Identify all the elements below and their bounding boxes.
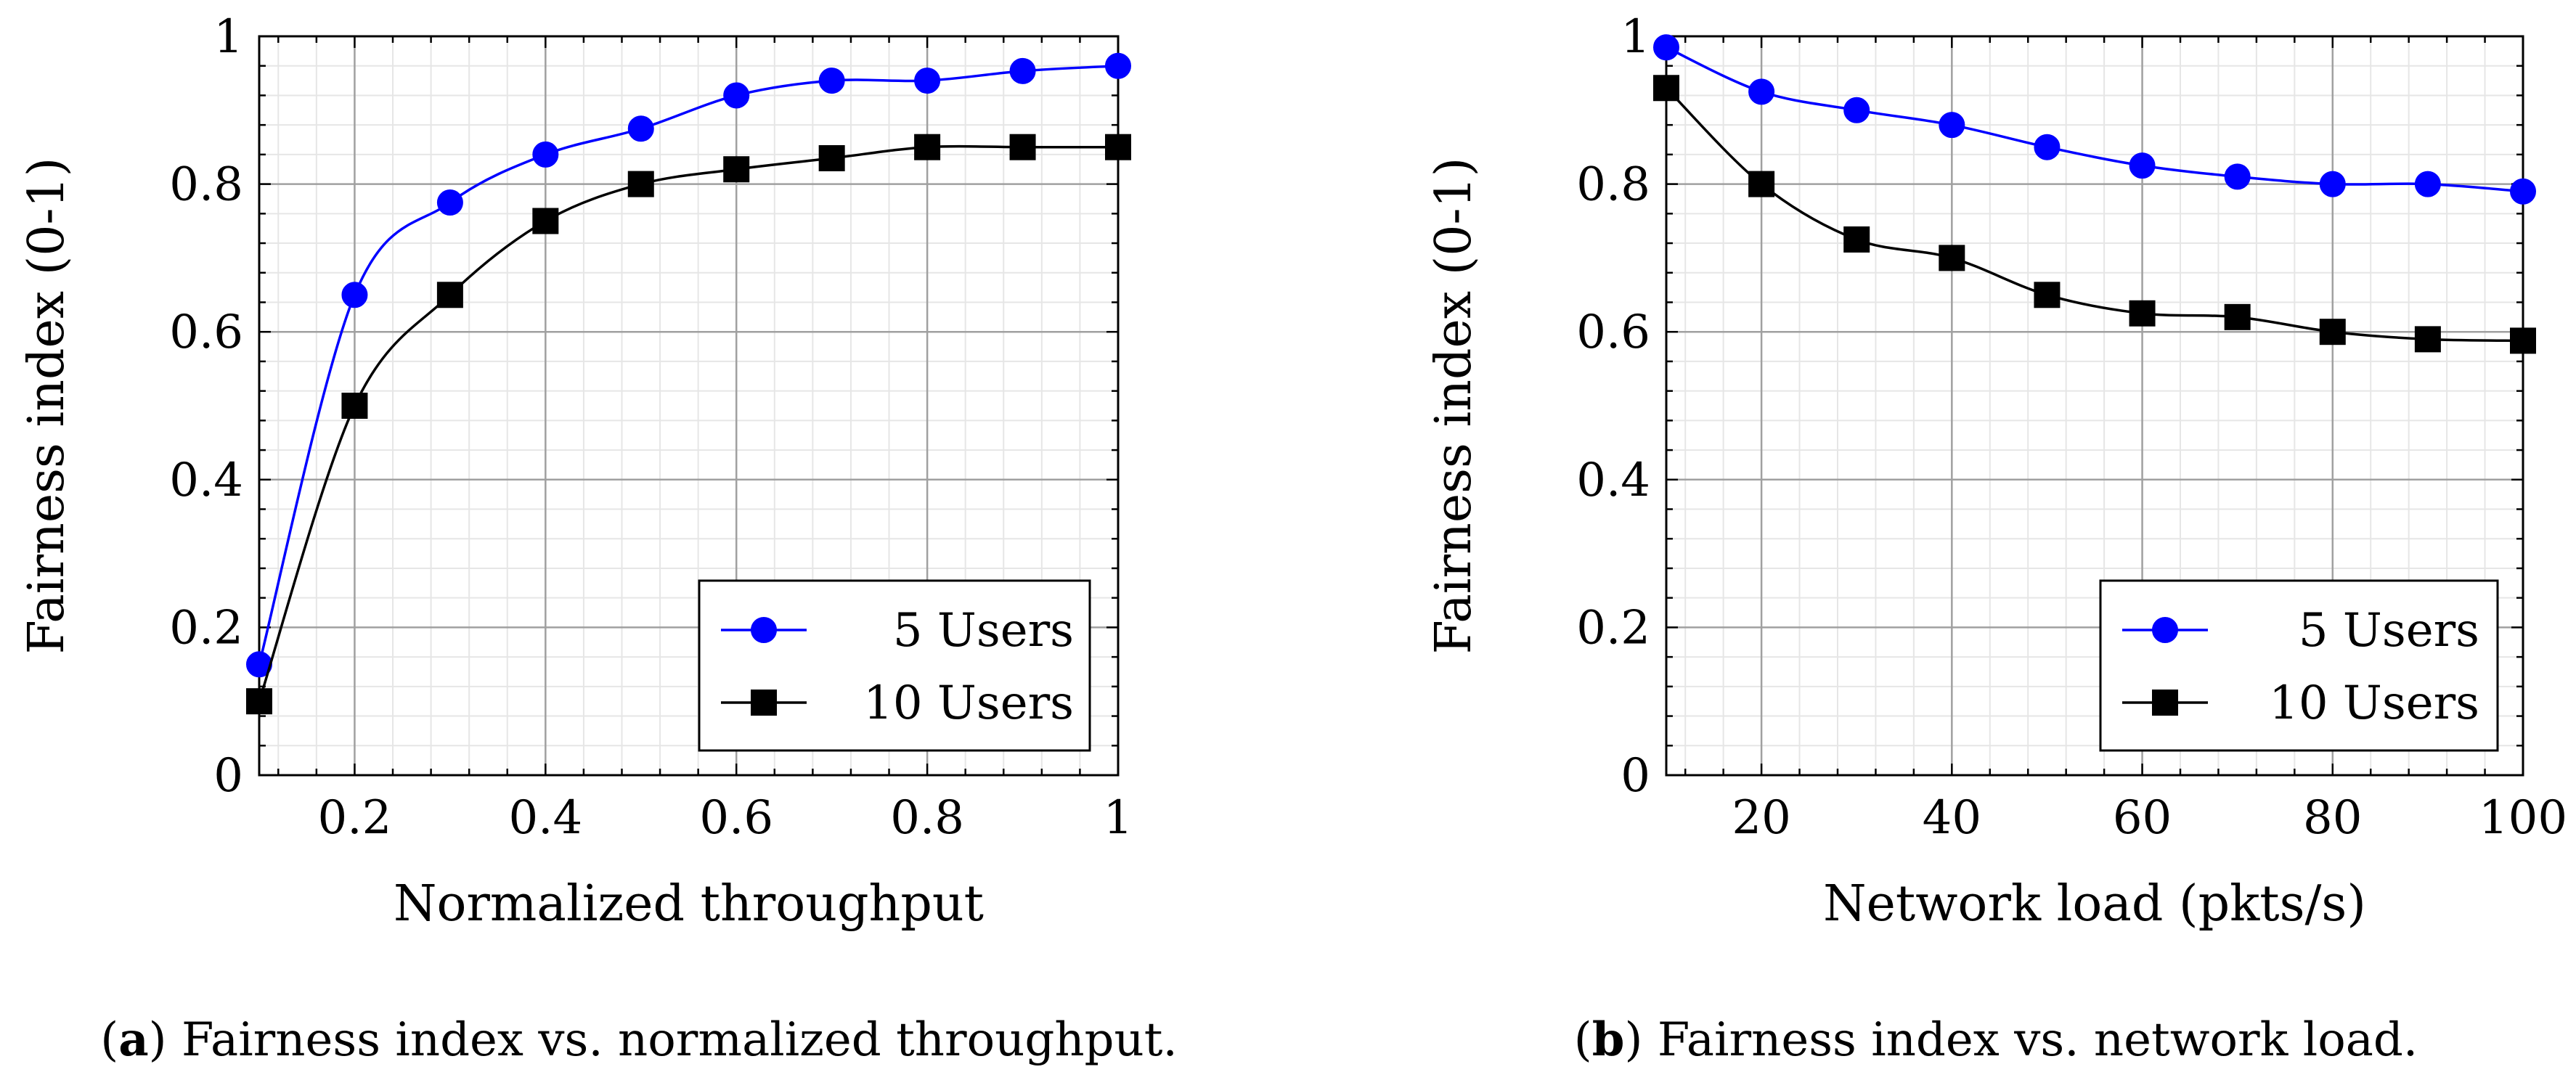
data-point: [2129, 300, 2156, 327]
legend-label: 5 Users: [2299, 604, 2479, 658]
legend-marker: [751, 617, 777, 643]
data-point: [2319, 319, 2346, 345]
x-tick-label: 80: [2303, 791, 2362, 845]
series-10-users: [246, 134, 1131, 715]
data-point: [1009, 134, 1036, 160]
series-line: [1665, 87, 2524, 343]
data-point: [914, 134, 941, 160]
figure-charts: 0.2 0.4 0.6 0.8 1 0 0.2 0.4 0.6 0.8 1 Normalized th…: [18, 10, 2567, 933]
x-tick-label: 40: [1923, 791, 1981, 845]
data-point: [2510, 178, 2536, 205]
y-tick-label: 0.2: [169, 601, 243, 655]
y-tick-label: 0.2: [1576, 601, 1650, 655]
y-tick-label: 0.6: [169, 306, 243, 359]
x-tick-label: 0.2: [318, 791, 392, 845]
data-point: [1843, 97, 1870, 123]
caption-a: (a) Fairness index vs. normalized throug…: [100, 1013, 1178, 1067]
data-point: [1748, 78, 1775, 105]
data-point: [2034, 134, 2061, 160]
data-point: [532, 141, 559, 168]
legend-box: [698, 579, 1091, 752]
chart-b-axes-frame: [1665, 35, 2524, 777]
data-point: [2224, 163, 2251, 190]
caption-b-letter: b: [1591, 1013, 1625, 1067]
data-point: [1009, 57, 1036, 84]
x-axis-label: Network load (pkts/s): [1823, 875, 2366, 933]
x-tick-label: 1: [1104, 791, 1133, 845]
data-point: [1939, 245, 1965, 271]
x-tick-label: 0.4: [508, 791, 582, 845]
data-point: [1843, 226, 1870, 253]
data-point: [1939, 112, 1965, 139]
y-tick-label: 0.4: [1576, 454, 1650, 507]
data-point: [723, 156, 750, 183]
x-tick-label: 0.6: [699, 791, 773, 845]
y-tick-label: 0.8: [169, 158, 243, 212]
x-tick-label: 20: [1732, 791, 1790, 845]
chart-b: 20 40 60 80 100 0 0.2 0.4 0.6 0.8 1 Network load (p…: [1425, 10, 2567, 933]
y-tick-label: 1: [213, 10, 243, 64]
legend-marker: [2152, 617, 2178, 643]
legend-box: [2099, 579, 2499, 752]
caption-b: (b) Fairness index vs. network load.: [1573, 1013, 2418, 1067]
series-line: [1666, 46, 2524, 193]
series-10-users: [1653, 75, 2536, 354]
data-point: [1105, 134, 1131, 160]
chart-b-legend: 5 Users 10 Users: [2099, 579, 2499, 752]
data-point: [341, 282, 368, 308]
data-point: [627, 115, 654, 142]
legend-label: 10 Users: [2269, 676, 2479, 730]
data-point: [436, 282, 463, 308]
chart-a: 0.2 0.4 0.6 0.8 1 0 0.2 0.4 0.6 0.8 1 Normalized th…: [18, 10, 1133, 933]
series-5-users: [1653, 34, 2536, 205]
legend-marker: [751, 690, 777, 716]
x-tick-label: 100: [2479, 791, 2567, 845]
y-axis-label: Fairness index (0-1): [1425, 158, 1483, 655]
chart-a-axes-frame: [258, 35, 1120, 777]
data-point: [2319, 171, 2346, 197]
y-tick-label: 0.8: [1576, 158, 1650, 212]
caption-b-text: Fairness index vs. network load.: [1657, 1013, 2418, 1067]
caption-a-text: Fairness index vs. normalized throughput…: [181, 1013, 1178, 1067]
legend-label: 10 Users: [863, 676, 1074, 730]
data-point: [2224, 303, 2251, 330]
data-point: [818, 144, 845, 171]
series-line: [258, 64, 1119, 665]
data-point: [1748, 171, 1775, 197]
legend-marker: [2152, 690, 2178, 716]
data-point: [723, 82, 750, 109]
data-point: [1105, 52, 1131, 79]
y-axis-label: Fairness index (0-1): [18, 158, 76, 655]
data-point: [436, 189, 463, 216]
x-tick-label: 0.8: [890, 791, 964, 845]
y-tick-label: 0: [213, 749, 243, 803]
y-tick-label: 1: [1621, 10, 1650, 64]
data-point: [1653, 75, 1679, 102]
data-point: [2510, 327, 2536, 354]
legend-label: 5 Users: [893, 604, 1074, 658]
data-point: [2034, 282, 2061, 308]
y-tick-label: 0: [1621, 749, 1650, 803]
series-5-users: [246, 52, 1131, 678]
y-tick-label: 0.4: [169, 454, 243, 507]
data-point: [627, 171, 654, 197]
data-point: [341, 393, 368, 419]
data-point: [818, 68, 845, 94]
x-tick-label: 60: [2113, 791, 2172, 845]
x-axis-label: Normalized throughput: [394, 875, 984, 933]
data-point: [914, 68, 941, 94]
y-tick-label: 0.6: [1576, 306, 1650, 359]
data-point: [2129, 152, 2156, 179]
data-point: [2414, 171, 2441, 197]
caption-a-letter: a: [118, 1013, 149, 1067]
data-point: [246, 688, 272, 715]
data-point: [2414, 326, 2441, 353]
chart-a-legend: 5 Users 10 Users: [698, 579, 1091, 752]
data-point: [532, 208, 559, 234]
data-point: [1653, 34, 1679, 61]
